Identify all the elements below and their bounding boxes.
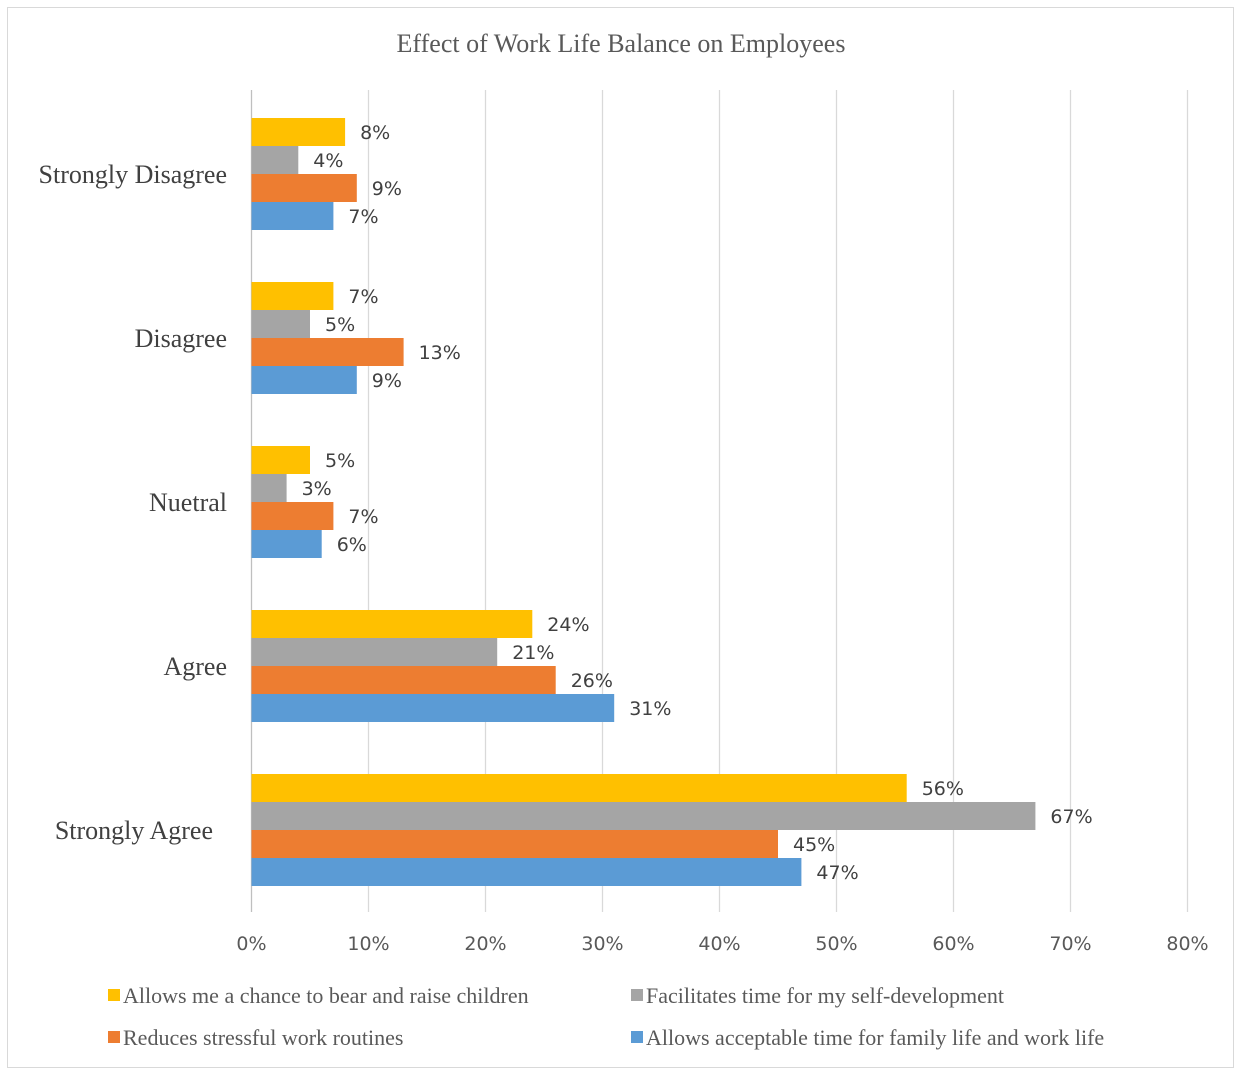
data-label: 5%: [325, 450, 355, 472]
bar: [251, 474, 287, 502]
legend-label: Allows acceptable time for family life a…: [646, 1025, 1104, 1050]
bar: [251, 610, 533, 638]
data-label: 8%: [360, 122, 390, 144]
bar: [251, 502, 334, 530]
legend-label: Reduces stressful work routines: [123, 1025, 403, 1050]
category-label: Agree: [163, 652, 227, 681]
bar: [251, 694, 615, 722]
bar: [251, 446, 310, 474]
data-label: 47%: [816, 862, 858, 884]
chart-frame: [7, 7, 1234, 1068]
data-label: 26%: [571, 670, 613, 692]
bar: [251, 802, 1036, 830]
data-label: 9%: [372, 370, 402, 392]
category-labels: Strongly Disagree Disagree Nuetral Agree Str…: [39, 160, 227, 845]
data-label: 6%: [337, 534, 367, 556]
data-label: 5%: [325, 314, 355, 336]
bar: [251, 830, 778, 858]
data-label: 45%: [793, 834, 835, 856]
data-label: 4%: [313, 150, 343, 172]
data-label: 7%: [348, 506, 378, 528]
category-label: Strongly Agree: [55, 816, 213, 845]
x-tick-label: 80%: [1166, 933, 1208, 955]
data-label: 7%: [348, 286, 378, 308]
legend-label: Facilitates time for my self-development: [646, 983, 1004, 1008]
bar: [251, 366, 357, 394]
bars: [251, 118, 1036, 886]
x-tick-label: 50%: [815, 933, 857, 955]
category-label: Strongly Disagree: [39, 160, 227, 189]
legend-swatch: [631, 989, 643, 1001]
legend: Allows me a chance to bear and raise chi…: [108, 983, 1104, 1050]
bar: [251, 118, 346, 146]
data-label: 3%: [302, 478, 332, 500]
data-label: 24%: [547, 614, 589, 636]
bar: [251, 858, 802, 886]
x-tick-label: 70%: [1049, 933, 1091, 955]
legend-swatch: [108, 989, 120, 1001]
data-label: 67%: [1050, 806, 1092, 828]
x-tick-label: 10%: [347, 933, 389, 955]
x-tick-label: 40%: [698, 933, 740, 955]
legend-swatch: [631, 1031, 643, 1043]
legend-swatch: [108, 1031, 120, 1043]
data-label: 7%: [348, 206, 378, 228]
bar: [251, 146, 299, 174]
category-label: Disagree: [135, 324, 227, 353]
x-axis-tick-labels: 0% 10% 20% 30% 40% 50% 60% 70% 80%: [236, 933, 1208, 955]
x-tick-label: 60%: [932, 933, 974, 955]
bar: [251, 282, 334, 310]
bar: [251, 202, 334, 230]
bar: [251, 174, 357, 202]
data-labels: 8% 4% 9% 7% 7% 5% 13% 9% 5% 3% 7% 6% 24% 21% 26% 31% 56%…: [302, 122, 1093, 884]
x-tick-label: 30%: [581, 933, 623, 955]
data-label: 9%: [372, 178, 402, 200]
chart-title: Effect of Work Life Balance on Employees: [397, 29, 846, 58]
x-tick-label: 0%: [236, 933, 266, 955]
x-tick-label: 20%: [464, 933, 506, 955]
bar: [251, 638, 498, 666]
bar: [251, 774, 907, 802]
bar: [251, 530, 322, 558]
data-label: 31%: [629, 698, 671, 720]
data-label: 56%: [922, 778, 964, 800]
bar: [251, 666, 556, 694]
data-label: 13%: [419, 342, 461, 364]
bar: [251, 338, 404, 366]
bar: [251, 310, 310, 338]
data-label: 21%: [512, 642, 554, 664]
category-label: Nuetral: [149, 488, 227, 517]
legend-label: Allows me a chance to bear and raise chi…: [123, 983, 529, 1008]
